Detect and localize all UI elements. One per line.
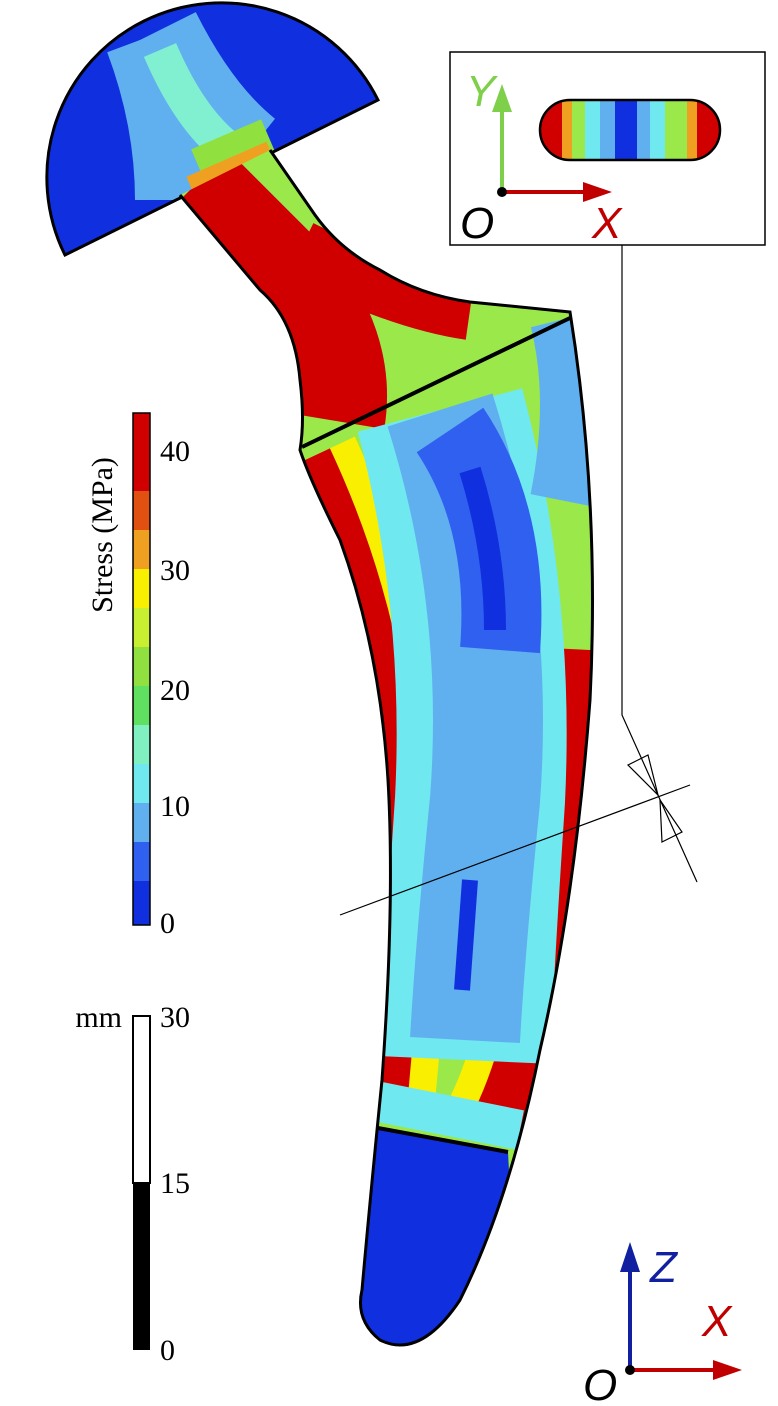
section-line	[301, 316, 571, 449]
z-arrowhead	[620, 1242, 640, 1272]
scale-bar	[132, 1015, 151, 1184]
axis-label: O	[460, 199, 494, 248]
stem-stress-map	[180, 150, 593, 1345]
head-outline	[45, 1, 381, 258]
axis-label: X	[701, 1297, 733, 1346]
colorbar	[132, 412, 151, 926]
colorbar-label: Stress (MPa)	[86, 457, 119, 613]
scale-tick: 15	[160, 1167, 190, 1200]
scale-unit: mm	[75, 1001, 122, 1034]
x-arrowhead	[583, 182, 612, 202]
axis-label: X	[591, 199, 623, 248]
x-arrowhead	[713, 1360, 742, 1380]
colorbar-tick: 30	[160, 554, 190, 587]
scale-tick: 30	[160, 1001, 190, 1034]
stem-outline	[178, 149, 594, 1347]
colorbar-tick: 40	[160, 435, 190, 468]
scale-bar	[133, 1182, 150, 1350]
cross-section-outline	[538, 98, 722, 162]
y-arrowhead	[492, 84, 512, 112]
section-line	[377, 1126, 509, 1154]
axis-label: Z	[649, 1243, 679, 1292]
axis-label: O	[583, 1361, 617, 1406]
origin-dot	[497, 187, 507, 197]
colorbar-tick: 0	[160, 907, 175, 940]
axis-label: Y	[466, 67, 498, 116]
scale-tick: 0	[160, 1334, 175, 1367]
cross-section	[540, 100, 720, 160]
cut-plane	[339, 245, 698, 916]
colorbar-tick: 20	[160, 674, 190, 707]
colorbar-tick: 10	[160, 790, 190, 823]
origin-dot	[625, 1365, 635, 1375]
